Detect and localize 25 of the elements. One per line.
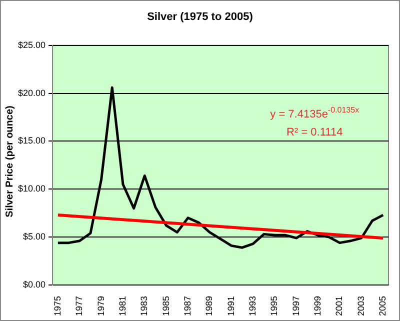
x-tick-label: 1987 (182, 296, 192, 316)
x-tick-label: 2001 (334, 296, 344, 316)
x-tick-label: 2005 (378, 296, 388, 316)
y-tick-label: $10.00 (18, 184, 46, 194)
x-tick-label: 1983 (139, 296, 150, 316)
x-tick-label: 1991 (226, 296, 236, 316)
x-tick-label: 1979 (96, 296, 106, 316)
x-tick-label: 2003 (356, 296, 366, 316)
y-tick-label: $25.00 (18, 40, 46, 50)
y-tick-label: $5.00 (22, 232, 46, 242)
x-tick-label: 1975 (52, 296, 62, 316)
x-tick-label: 1999 (312, 296, 323, 316)
x-tick-label: 1989 (204, 296, 214, 316)
annotation: R² = 0.1114 (286, 126, 343, 138)
chart-title: Silver (1975 to 2005) (146, 11, 254, 23)
x-tick-label: 1977 (74, 296, 84, 316)
x-tick-label: 1993 (248, 296, 258, 316)
y-tick-label: $0.00 (22, 279, 46, 290)
x-tick-label: 1995 (269, 296, 280, 316)
y-tick-label: $15.00 (18, 136, 46, 146)
y-axis-title: Silver Price (per ounce) (4, 105, 16, 217)
y-tick-label: $20.00 (18, 88, 46, 98)
x-tick-label: 1985 (160, 296, 171, 316)
x-tick-label: 1997 (290, 296, 301, 316)
x-tick-label: 1981 (117, 296, 128, 316)
